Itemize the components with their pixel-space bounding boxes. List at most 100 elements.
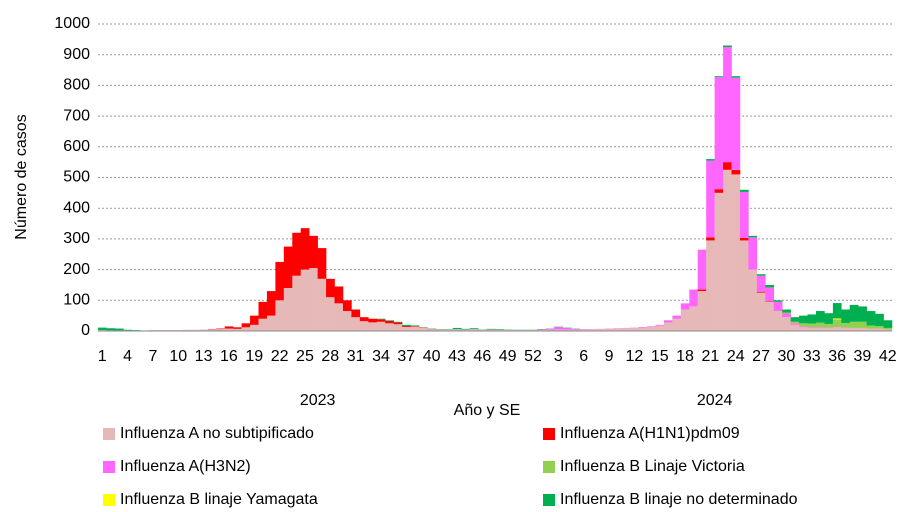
bar-segment (351, 309, 361, 318)
bar-segment (739, 240, 749, 331)
bar-segment (680, 309, 690, 331)
bar-segment (537, 329, 546, 331)
x-tick-label: 43 (448, 348, 466, 365)
x-tick-label: 34 (372, 348, 390, 365)
bar-segment (326, 297, 335, 331)
bar-segment (638, 327, 648, 328)
bar-segment (832, 327, 842, 331)
bar-segment (418, 327, 428, 331)
x-tick-label: 25 (296, 348, 314, 365)
bar-segment (199, 329, 209, 331)
bar-segment (621, 328, 631, 331)
bar-segment (714, 76, 724, 78)
bar-segment (266, 291, 276, 316)
bar-segment (858, 327, 867, 331)
bar-segment (815, 322, 825, 328)
bar-segment (723, 47, 732, 163)
bar-segment (680, 303, 690, 310)
bar-segment (571, 329, 580, 331)
y-tick-label: 300 (63, 230, 90, 247)
x-tick-label: 4 (123, 348, 132, 365)
bar-segment (832, 303, 842, 319)
bar-segment (326, 278, 335, 298)
x-tick-label: 9 (605, 348, 614, 365)
bar-segment (376, 318, 386, 320)
x-tick-label: 18 (676, 348, 694, 365)
bar-segment (773, 311, 783, 331)
bar-segment (495, 329, 504, 330)
bar-segment (799, 327, 808, 331)
bar-segment (706, 160, 715, 238)
bar-segment (815, 311, 825, 323)
legend-swatch (103, 494, 115, 506)
bar-segment (832, 318, 842, 320)
legend-swatch (543, 461, 555, 473)
bar-segment (275, 300, 285, 331)
bar-segment (630, 327, 639, 331)
bar-segment (706, 159, 715, 161)
bar-segment (883, 327, 893, 330)
bar-segment (782, 309, 791, 313)
bar-segment (368, 322, 378, 331)
bar-segment (807, 327, 817, 331)
bar-segment (765, 301, 775, 302)
bar-segment (723, 162, 732, 170)
bar-segment (300, 269, 310, 331)
bar-segment (545, 328, 555, 330)
bar-segment (875, 313, 884, 327)
bar-segment (875, 326, 884, 329)
bar-segment (385, 323, 394, 331)
bar-segment (224, 326, 234, 329)
legend-label: Influenza B linaje Yamagata (120, 491, 318, 508)
bar-segment (334, 286, 344, 304)
bar-segment (731, 76, 741, 78)
bar-segment (402, 326, 411, 328)
bar-segment (376, 321, 386, 331)
bar-segment (554, 327, 563, 330)
bar-segment (782, 313, 791, 318)
bar-segment (790, 321, 800, 324)
bar-segment (790, 323, 800, 325)
legend-label: Influenza B Linaje Victoria (560, 458, 745, 475)
bar-segment (444, 329, 454, 331)
bar-segment (866, 328, 876, 331)
bar-segment (765, 284, 775, 288)
bar-segment (317, 278, 327, 331)
bar-segment (765, 287, 775, 302)
bar-segment (486, 328, 496, 330)
bar-segment (714, 189, 724, 193)
legend-label: Influenza A(H3N2) (120, 458, 251, 475)
bar-segment (233, 328, 242, 331)
x-tick-label: 10 (169, 348, 187, 365)
bar-segment (427, 329, 437, 331)
bar-segment (706, 240, 715, 331)
bar-segment (461, 328, 470, 330)
bar-segment (469, 329, 479, 331)
bar-segment (469, 328, 479, 330)
x-tick-label: 19 (245, 348, 263, 365)
bar-segment (98, 327, 107, 331)
bar-segment (241, 323, 251, 328)
bar-segment (258, 318, 268, 331)
legend-label: Influenza A no subtipificado (120, 425, 314, 442)
bar-segment (849, 327, 859, 331)
bar-segment (756, 274, 766, 276)
bar-segment (647, 327, 656, 331)
y-tick-label: 500 (63, 169, 90, 186)
bar-segment (841, 327, 851, 331)
x-tick-label: 12 (625, 348, 643, 365)
legend-swatch (543, 494, 555, 506)
bar-segment (807, 323, 817, 328)
bar-segment (275, 261, 285, 301)
bar-segment (435, 329, 445, 331)
bar-segment (300, 228, 310, 270)
bar-segment (495, 329, 504, 331)
x-tick-label: 30 (778, 348, 796, 365)
legend-swatch (103, 461, 115, 473)
bar-segment (410, 326, 420, 327)
bar-segment (841, 309, 851, 324)
bar-segment (672, 315, 682, 319)
bar-segment (765, 301, 775, 331)
bar-segment (824, 313, 834, 324)
x-tick-label: 6 (579, 348, 588, 365)
